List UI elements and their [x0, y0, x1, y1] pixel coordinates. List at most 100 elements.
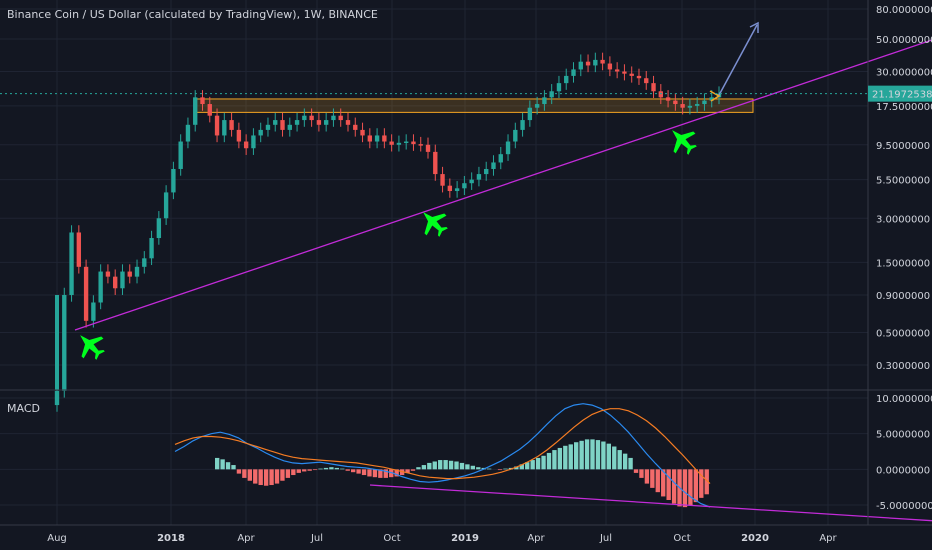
candle-body — [425, 144, 431, 152]
macd-histogram-bar — [699, 469, 704, 498]
candle-body — [433, 151, 438, 175]
macd-histogram-bar — [693, 469, 699, 503]
candle-body — [207, 104, 212, 116]
x-tick-label: Jul — [310, 533, 323, 544]
last-price-label: 21.1972538 — [872, 90, 932, 101]
macd-histogram-bar — [459, 462, 465, 470]
candle-body — [331, 115, 336, 121]
airplane-shape — [672, 130, 697, 155]
candle-body — [54, 390, 60, 406]
grid — [0, 0, 868, 525]
macd-histogram-bar — [633, 469, 639, 473]
macd-histogram-bar — [236, 469, 242, 474]
projection-arrow — [717, 24, 758, 98]
candle-body — [404, 141, 409, 144]
x-tick-label: Apr — [237, 533, 255, 544]
macd-histogram-bar — [465, 464, 470, 470]
candle-body — [629, 73, 634, 76]
candle-body — [105, 271, 111, 277]
macd-histogram-bar — [367, 469, 372, 477]
macd-histogram-bar — [438, 460, 443, 470]
macd-histogram-bar — [628, 457, 633, 470]
y-tick-label: 5.5000000 — [876, 176, 930, 187]
support-zone — [194, 98, 754, 113]
macd-histogram-bar — [666, 469, 671, 501]
y-tick-label: 80.0000000 — [876, 5, 932, 16]
macd-histogram-bar — [682, 469, 688, 508]
macd-histogram-bar — [394, 469, 399, 477]
macd-histogram-bar — [552, 450, 557, 470]
macd-histogram-bar — [421, 465, 427, 470]
macd-histogram-bar — [497, 469, 503, 471]
macd-panel[interactable] — [174, 403, 932, 522]
candle-body — [600, 59, 605, 64]
candle-body — [396, 142, 402, 145]
macd-title: MACD — [7, 402, 40, 415]
candle-body — [251, 135, 256, 149]
candle-body — [163, 192, 169, 219]
macd-histogram-bar — [432, 461, 437, 470]
macd-histogram-bar — [541, 455, 546, 470]
support-zone-box — [194, 98, 754, 113]
macd-histogram-bar — [514, 466, 519, 470]
macd-histogram-bar — [318, 468, 323, 470]
macd-histogram-bar — [563, 445, 568, 470]
candle-body — [62, 294, 67, 391]
macd-histogram-bar — [215, 457, 220, 470]
macd-histogram-bar — [285, 469, 291, 478]
macd-histogram-bar — [590, 439, 595, 470]
x-tick-label: Oct — [383, 533, 400, 544]
macd-histogram-bar — [372, 469, 378, 478]
x-tick-label: 2020 — [741, 533, 769, 544]
candle-body — [702, 100, 707, 105]
candle-body — [142, 258, 147, 267]
candle-body — [549, 91, 554, 98]
candle-body — [302, 115, 307, 121]
x-tick-label: Aug — [47, 533, 67, 544]
macd-histogram-bar — [661, 469, 666, 497]
candle-body — [200, 97, 205, 105]
candle-body — [593, 59, 598, 66]
y-tick-label: 1.5000000 — [876, 258, 930, 269]
candle-body — [178, 141, 183, 169]
candle-body — [389, 141, 394, 145]
macd-histogram-bar — [323, 467, 329, 470]
chart-title: Binance Coin / US Dollar (calculated by … — [7, 8, 378, 21]
candle-body — [214, 115, 220, 136]
candle-body — [236, 129, 242, 142]
candle-body — [222, 120, 227, 136]
macd-histogram-bar — [579, 440, 584, 470]
y-tick-label: 17.5000000 — [876, 102, 932, 113]
macd-histogram-bar — [650, 469, 655, 488]
candle-body — [513, 129, 518, 142]
candle-body — [636, 75, 642, 79]
x-tick-label: Apr — [819, 533, 837, 544]
macd-y-tick-label: -5.0000000 — [876, 501, 932, 512]
candlestick-series[interactable] — [54, 52, 722, 412]
candle-body — [367, 135, 372, 142]
candle-body — [454, 188, 460, 192]
macd-histogram-bar — [476, 467, 481, 470]
candle-body — [265, 124, 271, 130]
macd-line — [174, 403, 711, 508]
candle-body — [120, 271, 125, 289]
candle-body — [709, 97, 714, 101]
macd-histogram-bar — [584, 439, 590, 470]
candle-body — [651, 83, 656, 92]
candle-body — [571, 69, 576, 76]
candle-body — [280, 120, 285, 130]
macd-histogram-bar — [340, 468, 345, 470]
candle-body — [614, 69, 620, 72]
macd-histogram-bar — [704, 469, 709, 495]
macd-histogram-bar — [546, 452, 552, 470]
candle-body — [55, 294, 59, 390]
macd-histogram-bar — [280, 469, 285, 481]
candle-body — [411, 141, 416, 145]
last-price-badge — [868, 85, 932, 102]
arrow-head — [749, 21, 759, 33]
macd-histogram-bar — [345, 469, 350, 471]
macd-histogram-bar — [443, 460, 448, 470]
macd-histogram-bar — [655, 469, 660, 493]
